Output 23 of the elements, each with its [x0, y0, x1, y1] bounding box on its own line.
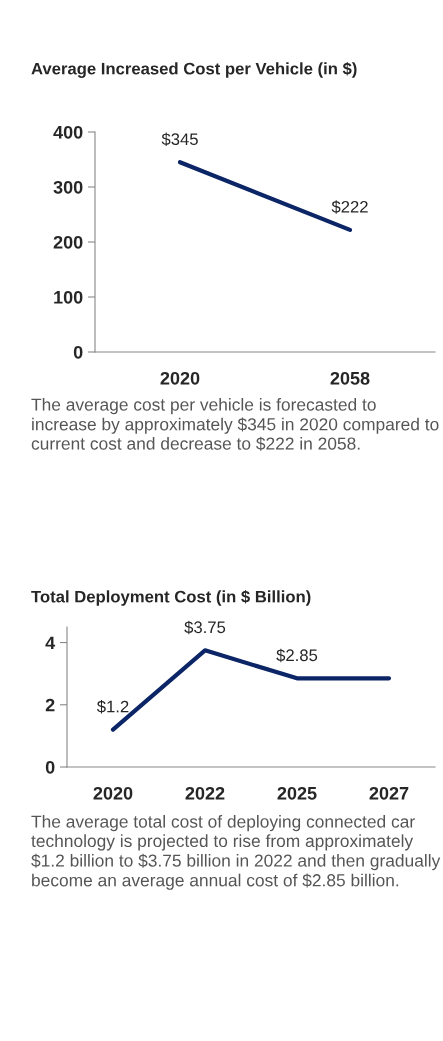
y-tick-label: 200 [53, 235, 83, 249]
data-label: $222 [331, 200, 368, 214]
chart-title: Total Deployment Cost (in $ Billion) [31, 590, 311, 606]
y-tick-label: 0 [45, 760, 55, 774]
x-tick-label: 2022 [185, 786, 225, 800]
y-tick-label: 4 [45, 636, 56, 650]
x-tick-label: 2020 [160, 371, 200, 385]
x-tick-label: 2025 [277, 786, 317, 800]
y-tick-label: 100 [54, 290, 83, 304]
y-tick-label: 300 [53, 180, 83, 194]
data-label: $2.85 [276, 648, 318, 663]
x-tick-label: 2058 [330, 371, 370, 385]
chart-title: Average Increased Cost per Vehicle (in $) [31, 62, 357, 78]
data-label: $3.75 [184, 620, 226, 635]
text: The average total cost of deploying connected car technology is projected to rise from approximately $1.2 billion to $3.75 billion in 2022 and then gradually become an average annual cost of $2.85 billion. [31, 815, 441, 890]
text: The average cost per vehicle is forecasted to increase by approximately $345 in 2020 compared to current cost and decrease to $222 in 2058. [31, 398, 439, 451]
y-tick-label: 0 [73, 345, 83, 359]
x-tick-label: 2020 [93, 786, 133, 800]
y-tick-label: 400 [53, 125, 83, 139]
data-label: $345 [161, 132, 198, 147]
x-tick-label: 2027 [369, 786, 409, 800]
y-tick-label: 2 [45, 698, 55, 712]
data-label: $1.2 [96, 699, 129, 714]
